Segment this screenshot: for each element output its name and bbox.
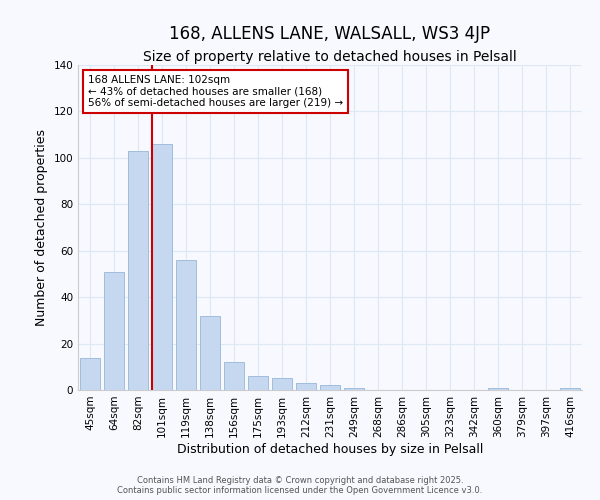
Bar [488,388,508,390]
Text: Size of property relative to detached houses in Pelsall: Size of property relative to detached ho… [143,50,517,64]
Bar [80,358,100,390]
Bar [560,388,580,390]
Bar [296,383,316,390]
Bar [320,386,340,390]
Bar [152,144,172,390]
Bar [200,316,220,390]
X-axis label: Distribution of detached houses by size in Pelsall: Distribution of detached houses by size … [177,442,483,456]
Bar [344,388,364,390]
Bar [128,151,148,390]
Bar [248,376,268,390]
Text: 168, ALLENS LANE, WALSALL, WS3 4JP: 168, ALLENS LANE, WALSALL, WS3 4JP [169,25,491,43]
Bar [272,378,292,390]
Text: 168 ALLENS LANE: 102sqm
← 43% of detached houses are smaller (168)
56% of semi-d: 168 ALLENS LANE: 102sqm ← 43% of detache… [88,74,343,108]
Bar [224,362,244,390]
Bar [104,272,124,390]
Text: Contains HM Land Registry data © Crown copyright and database right 2025.
Contai: Contains HM Land Registry data © Crown c… [118,476,482,495]
Bar [176,260,196,390]
Y-axis label: Number of detached properties: Number of detached properties [35,129,48,326]
